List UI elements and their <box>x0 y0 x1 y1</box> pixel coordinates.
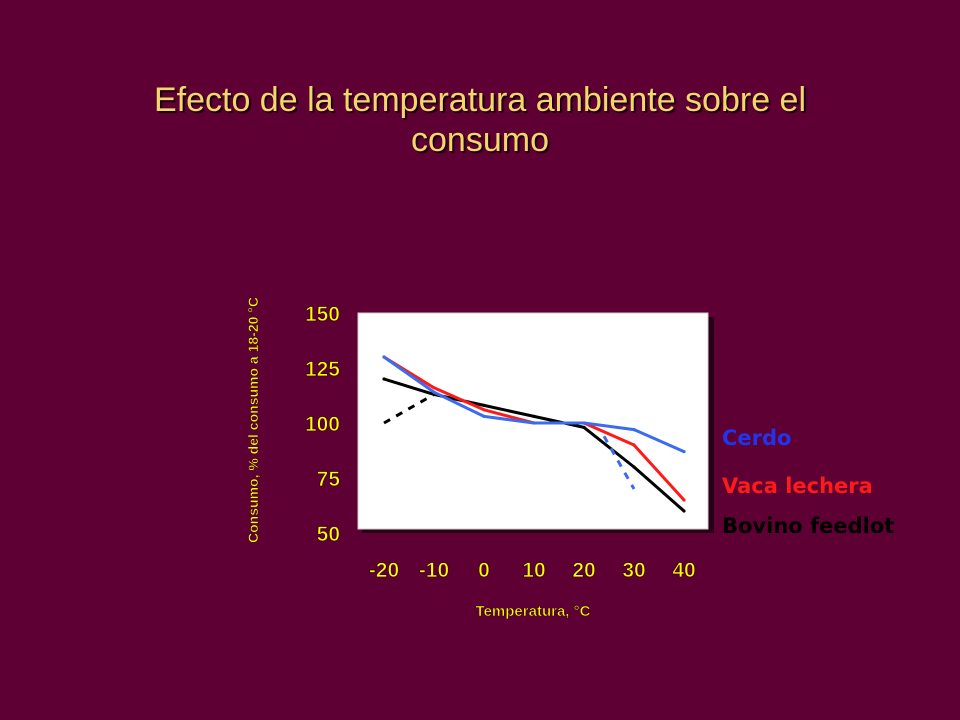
data-point-cerdo <box>532 421 536 425</box>
x-tick-labels: -20 -10 0 10 20 30 40 <box>368 559 696 583</box>
series-layer <box>382 355 686 513</box>
data-point-cerdo <box>632 428 636 432</box>
y-tick-label: 75 <box>317 468 341 491</box>
y-tick-label: 100 <box>305 413 340 436</box>
data-point-vaca-lechera <box>682 498 686 502</box>
y-tick-label: 50 <box>317 523 340 546</box>
x-tick-label: 10 <box>522 559 545 582</box>
y-tick-labels: 150 125 100 75 50 <box>305 303 341 547</box>
data-point-bovino-feedlot <box>632 465 636 469</box>
x-tick-label: 30 <box>622 559 645 582</box>
data-point-bovino-feedlot <box>682 509 686 513</box>
x-tick-label: -10 <box>419 559 449 582</box>
data-point-vaca-lechera <box>432 386 436 390</box>
series-dashed-branch-bovino-feedlot <box>383 393 435 425</box>
data-point-bovino-feedlot <box>382 377 386 381</box>
slide-title: Efecto de la temperatura ambiente sobre … <box>80 80 880 160</box>
slide-title-line2: consumo <box>411 121 549 159</box>
y-tick-label: 125 <box>305 358 340 381</box>
data-point-vaca-lechera <box>482 408 486 412</box>
data-point-vaca-lechera <box>632 443 636 447</box>
x-axis-label: Temperatura, °C <box>476 603 591 620</box>
y-axis-label: Consumo, % del consumo a 18-20 °C <box>245 297 261 543</box>
legend-item-bovino-feedlot: Bovino feedlot <box>722 514 895 538</box>
legend-item-cerdo: Cerdo <box>722 426 792 450</box>
data-point-bovino-feedlot <box>582 425 586 429</box>
data-point-bovino-feedlot <box>532 414 536 418</box>
x-tick-label: 40 <box>672 559 695 582</box>
x-tick-label: 0 <box>478 559 490 582</box>
y-tick-label: 150 <box>305 303 340 326</box>
data-point-cerdo <box>682 450 686 454</box>
data-point-bovino-feedlot <box>482 403 486 407</box>
legend-item-vaca-lechera: Vaca lechera <box>722 474 873 498</box>
series-dashed-branch-cerdo <box>602 435 636 490</box>
data-point-cerdo <box>382 355 386 359</box>
x-tick-label: -20 <box>369 559 399 582</box>
plot-area <box>357 312 709 530</box>
x-tick-label: 20 <box>572 559 595 582</box>
data-point-cerdo <box>482 414 486 418</box>
data-point-cerdo <box>432 390 436 394</box>
data-point-cerdo <box>582 421 586 425</box>
slide-title-line1: Efecto de la temperatura ambiente sobre … <box>153 81 807 119</box>
